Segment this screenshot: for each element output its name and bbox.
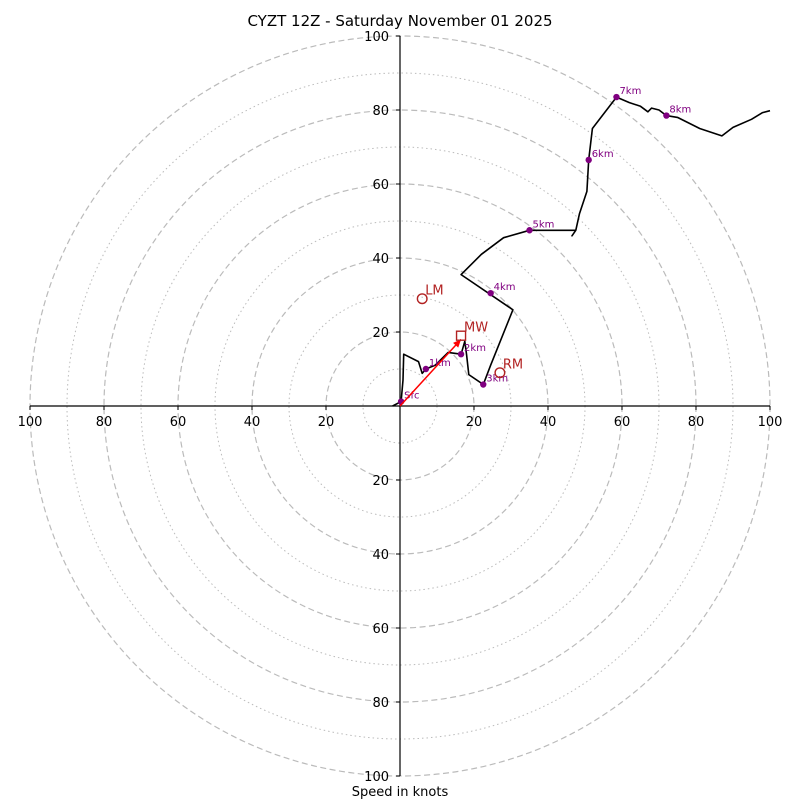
height-label-Sfc: Sfc — [404, 391, 419, 402]
storm-marker-MW — [455, 330, 467, 341]
x-tick-label: 20 — [318, 415, 335, 430]
height-label-8km: 8km — [669, 105, 691, 116]
height-label-7km: 7km — [619, 86, 641, 97]
height-marker-4km — [487, 289, 494, 297]
y-tick-label: 60 — [372, 178, 389, 193]
x-tick-label: 100 — [18, 415, 43, 430]
x-tick-label: 80 — [688, 415, 705, 430]
y-tick-label: 60 — [372, 622, 389, 637]
x-tick-label: 40 — [540, 415, 557, 430]
y-tick-label: 100 — [364, 30, 389, 45]
x-axis-label: Speed in knots — [352, 785, 449, 800]
y-tick-label: 40 — [372, 252, 389, 267]
storm-marker-LM — [416, 293, 428, 305]
x-tick-label: 60 — [614, 415, 631, 430]
height-label-2km: 2km — [464, 343, 486, 354]
hodograph-trace-line — [392, 96, 771, 407]
wind-trace — [392, 96, 771, 407]
x-tick-label: 100 — [758, 415, 783, 430]
height-marker-3km — [480, 381, 487, 388]
mean-wind-arrow-shaft — [399, 338, 462, 407]
y-tick-label: 20 — [372, 474, 389, 489]
x-tick-label: 20 — [466, 415, 483, 430]
storm-label-RM: RM — [503, 358, 523, 373]
height-label-6km: 6km — [592, 149, 614, 160]
y-tick-label: 100 — [364, 770, 389, 785]
storm-marker-RM — [494, 367, 506, 379]
height-markers: Sfc1km2km3km4km5km6km7km8km — [397, 86, 691, 405]
height-marker-6km — [585, 156, 592, 164]
x-tick-label: 80 — [96, 415, 113, 430]
tick-labels: 100 80 60 40 20 20 40 60 80 100 100 80 60 40 20 20 40 60 8… — [18, 30, 783, 785]
height-marker-2km — [457, 351, 465, 358]
storm-label-MW: MW — [464, 321, 488, 336]
y-tick-label: 80 — [372, 696, 389, 711]
storm-label-LM: LM — [425, 284, 443, 299]
x-tick-label: 40 — [244, 415, 261, 430]
height-marker-8km — [663, 112, 670, 119]
storm-motion: LM RM MW — [399, 284, 523, 407]
y-tick-label: 40 — [372, 548, 389, 563]
y-tick-label: 20 — [372, 326, 389, 341]
height-marker-7km — [613, 93, 620, 101]
mean-wind-arrow-head — [453, 339, 462, 348]
height-label-3km: 3km — [486, 374, 508, 385]
y-tick-label: 80 — [372, 104, 389, 119]
height-marker-1km — [422, 365, 430, 373]
height-label-5km: 5km — [533, 219, 555, 230]
chart-title: CYZT 12Z - Saturday November 01 2025 — [247, 12, 552, 30]
height-label-4km: 4km — [494, 282, 516, 293]
x-tick-label: 60 — [170, 415, 187, 430]
height-marker-5km — [526, 227, 533, 234]
